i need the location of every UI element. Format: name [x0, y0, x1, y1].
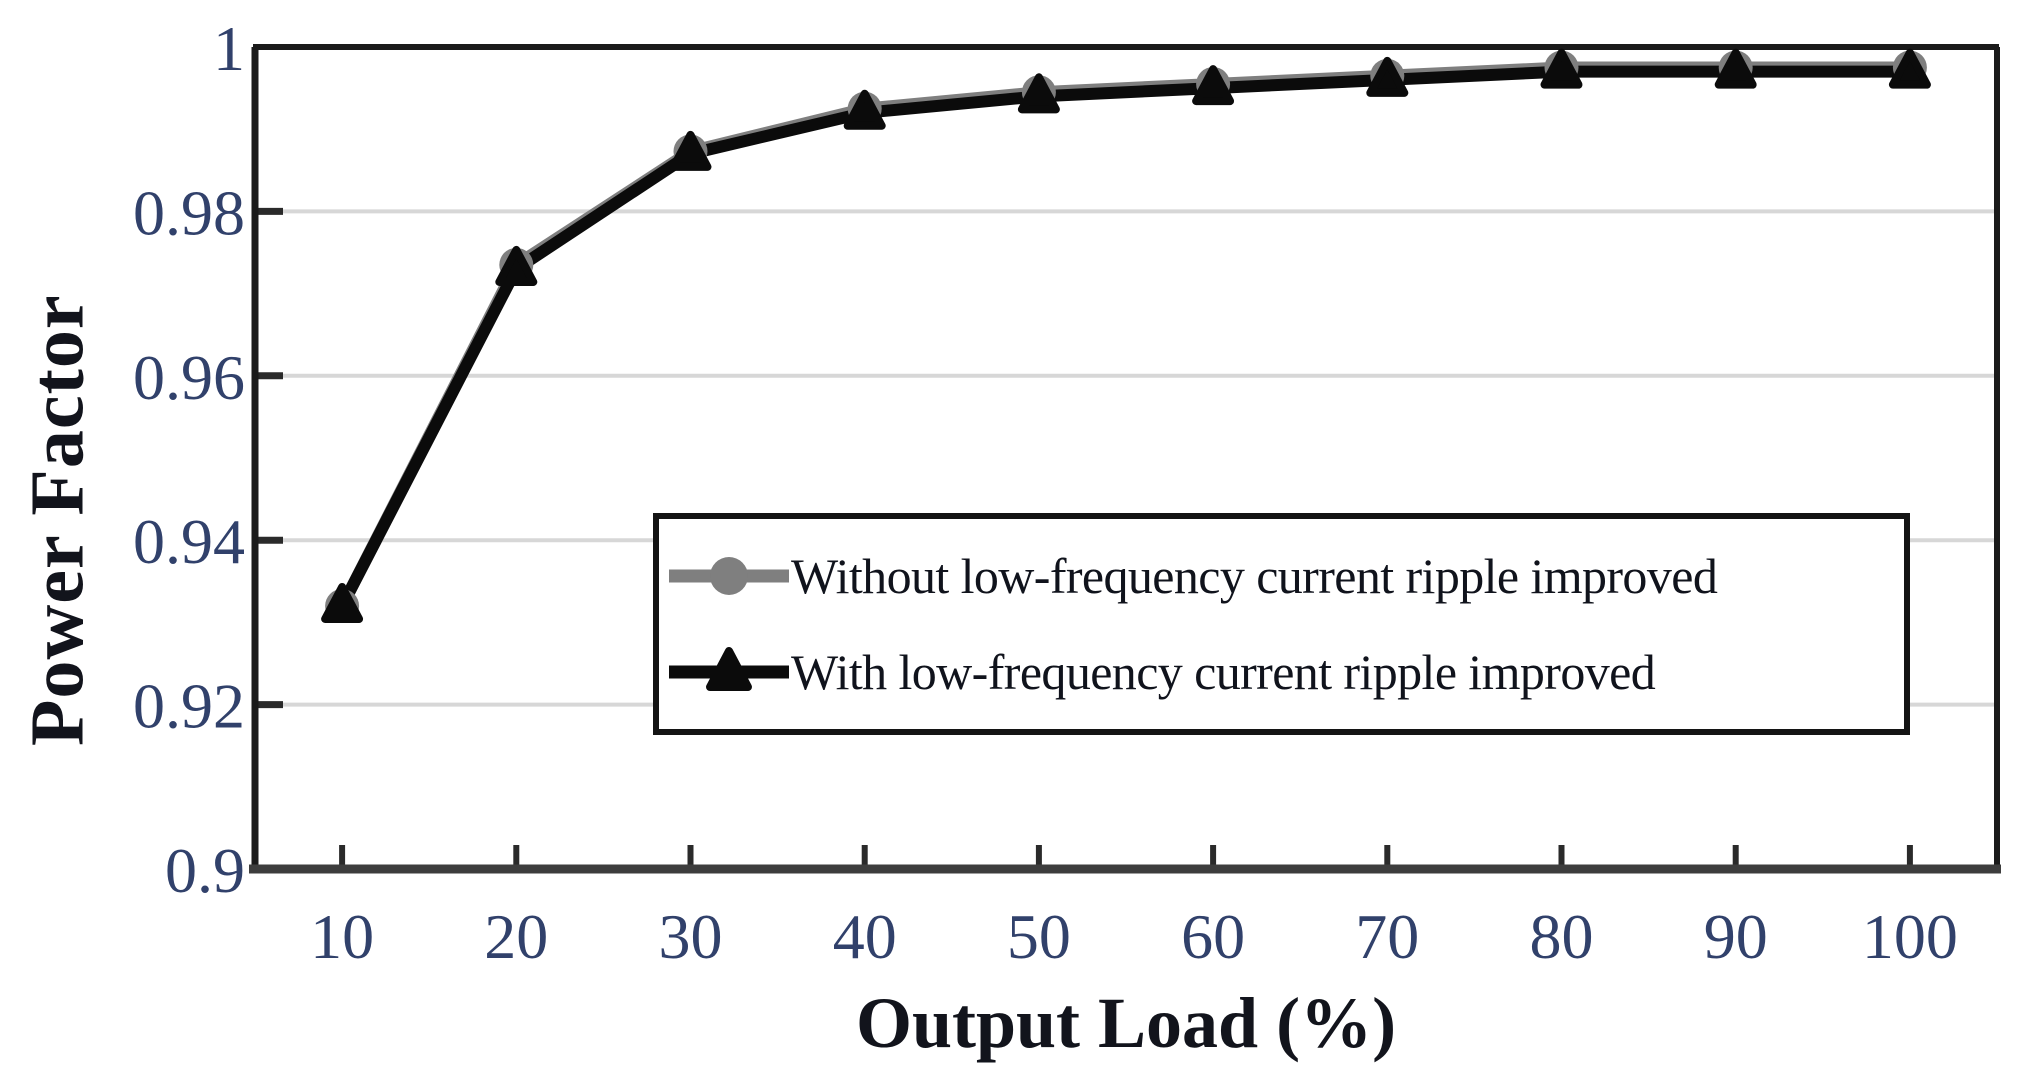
legend-marker-triangle [706, 647, 752, 691]
legend-label: With low-frequency current ripple improv… [791, 644, 1656, 700]
marker-triangle [1888, 48, 1931, 89]
marker-triangle [1540, 48, 1583, 89]
marker-triangle [843, 89, 886, 130]
y-tick-label: 0.92 [133, 671, 245, 742]
x-axis-title: Output Load (%) [855, 983, 1397, 1063]
marker-triangle [1017, 73, 1060, 114]
marker-triangle [669, 130, 712, 171]
x-tick-label: 50 [1007, 901, 1071, 972]
marker-triangle [495, 245, 538, 286]
legend-marker-circle [710, 557, 748, 595]
x-tick-label: 20 [484, 901, 548, 972]
x-tick-label: 100 [1862, 901, 1958, 972]
marker-triangle [1714, 48, 1757, 89]
x-tick-label: 40 [833, 901, 897, 972]
legend-item-with-ripple: With low-frequency current ripple improv… [667, 637, 1904, 707]
y-tick-label: 0.9 [165, 835, 245, 906]
y-axis-title: Power Factor [15, 294, 100, 746]
marker-triangle [1366, 56, 1409, 97]
y-tick-label: 0.98 [133, 177, 245, 248]
x-tick-label: 90 [1704, 901, 1768, 972]
x-tick-label: 70 [1355, 901, 1419, 972]
black-triangle-series-icon [669, 647, 789, 691]
y-tick-label: 0.96 [133, 342, 245, 413]
gray-circle-series-icon [669, 557, 789, 595]
x-tick-label: 10 [310, 901, 374, 972]
y-tick-label: 0.94 [133, 506, 245, 577]
series-line-with-ripple [336, 65, 1910, 609]
y-tick-label: 1 [213, 13, 245, 84]
x-tick-label: 30 [659, 901, 723, 972]
legend-item-without-ripple: Without low-frequency current ripple imp… [667, 541, 1904, 611]
marker-triangle [321, 582, 364, 623]
legend-label: Without low-frequency current ripple imp… [791, 548, 1718, 604]
legend-box: Without low-frequency current ripple imp… [653, 513, 1910, 735]
x-tick-label: 60 [1181, 901, 1245, 972]
marker-triangle [1192, 65, 1235, 106]
x-tick-label: 80 [1530, 901, 1594, 972]
